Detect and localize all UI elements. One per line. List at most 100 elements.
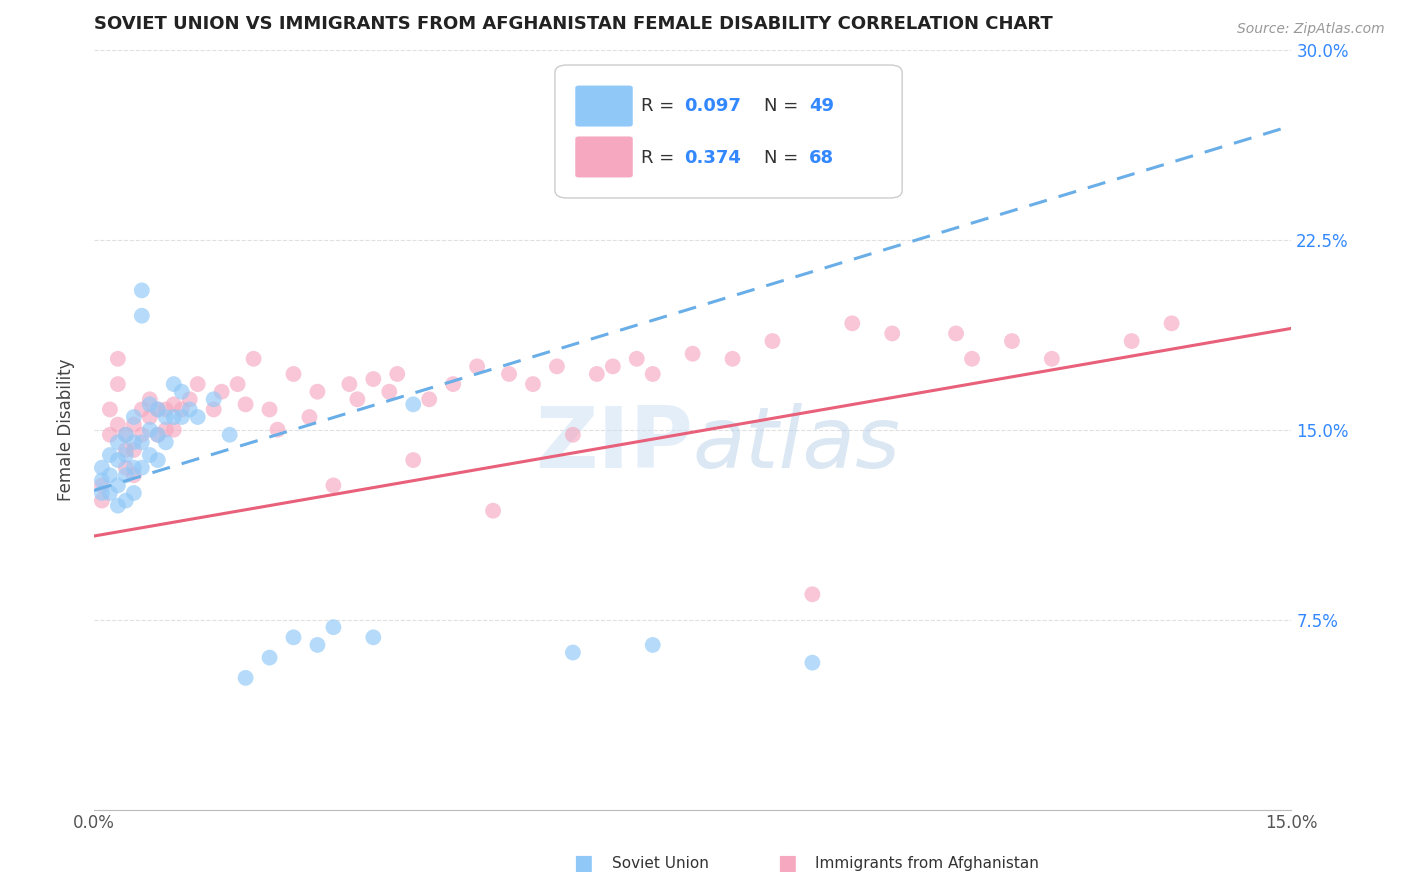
Point — [682, 347, 704, 361]
Point — [98, 427, 121, 442]
Point — [107, 453, 129, 467]
Point — [378, 384, 401, 399]
Point — [960, 351, 983, 366]
Text: 68: 68 — [808, 149, 834, 167]
Point — [235, 397, 257, 411]
Point — [115, 468, 138, 483]
Point — [90, 486, 112, 500]
Point — [115, 427, 138, 442]
Point — [131, 427, 153, 442]
Point — [721, 119, 744, 133]
Point — [418, 392, 440, 407]
Point — [465, 359, 488, 374]
Point — [139, 392, 162, 407]
Point — [155, 410, 177, 425]
Point — [115, 493, 138, 508]
Point — [122, 460, 145, 475]
Point — [218, 427, 240, 442]
Point — [115, 460, 138, 475]
Point — [187, 377, 209, 392]
Point — [522, 377, 544, 392]
Point — [945, 326, 967, 341]
Point — [155, 435, 177, 450]
Text: Soviet Union: Soviet Union — [612, 856, 709, 871]
Point — [259, 402, 281, 417]
Point — [155, 423, 177, 437]
Point — [337, 377, 360, 392]
Point — [721, 351, 744, 366]
Point — [387, 367, 409, 381]
Point — [585, 367, 607, 381]
FancyBboxPatch shape — [575, 136, 633, 178]
Text: Source: ZipAtlas.com: Source: ZipAtlas.com — [1237, 22, 1385, 37]
Point — [98, 486, 121, 500]
Point — [122, 417, 145, 432]
Point — [307, 384, 329, 399]
Point — [122, 410, 145, 425]
Text: R =: R = — [641, 149, 681, 167]
Point — [259, 650, 281, 665]
Point — [641, 367, 664, 381]
Point — [122, 468, 145, 483]
Text: ■: ■ — [574, 854, 593, 873]
Point — [163, 423, 186, 437]
Point — [441, 377, 464, 392]
Point — [98, 448, 121, 462]
Text: N =: N = — [765, 149, 804, 167]
Point — [115, 442, 138, 457]
Point — [131, 460, 153, 475]
Point — [561, 646, 583, 660]
Point — [1160, 316, 1182, 330]
Point — [90, 460, 112, 475]
Point — [187, 410, 209, 425]
Point — [163, 377, 186, 392]
Text: ZIP: ZIP — [534, 403, 693, 486]
Point — [107, 351, 129, 366]
FancyBboxPatch shape — [575, 86, 633, 127]
Point — [139, 448, 162, 462]
Point — [122, 486, 145, 500]
Point — [146, 402, 169, 417]
FancyBboxPatch shape — [555, 65, 903, 198]
Point — [107, 377, 129, 392]
Point — [170, 410, 193, 425]
Point — [155, 402, 177, 417]
Point — [283, 367, 305, 381]
Point — [235, 671, 257, 685]
Point — [131, 402, 153, 417]
Point — [170, 402, 193, 417]
Point — [90, 478, 112, 492]
Y-axis label: Female Disability: Female Disability — [58, 359, 75, 501]
Point — [90, 473, 112, 487]
Point — [363, 372, 385, 386]
Point — [179, 402, 201, 417]
Point — [139, 423, 162, 437]
Point — [211, 384, 233, 399]
Point — [283, 631, 305, 645]
Point — [122, 442, 145, 457]
Point — [131, 309, 153, 323]
Point — [498, 367, 520, 381]
Text: Immigrants from Afghanistan: Immigrants from Afghanistan — [815, 856, 1039, 871]
Text: N =: N = — [765, 97, 804, 115]
Text: 0.374: 0.374 — [685, 149, 741, 167]
Point — [226, 377, 249, 392]
Point — [107, 435, 129, 450]
Point — [146, 453, 169, 467]
Point — [107, 478, 129, 492]
Point — [115, 448, 138, 462]
Point — [202, 402, 225, 417]
Point — [482, 504, 505, 518]
Text: ■: ■ — [778, 854, 797, 873]
Text: SOVIET UNION VS IMMIGRANTS FROM AFGHANISTAN FEMALE DISABILITY CORRELATION CHART: SOVIET UNION VS IMMIGRANTS FROM AFGHANIS… — [94, 15, 1053, 33]
Point — [298, 410, 321, 425]
Point — [1001, 334, 1024, 348]
Point — [146, 427, 169, 442]
Point — [322, 620, 344, 634]
Point — [346, 392, 368, 407]
Text: 49: 49 — [808, 97, 834, 115]
Point — [163, 410, 186, 425]
Point — [641, 638, 664, 652]
Point — [146, 402, 169, 417]
Point — [307, 638, 329, 652]
